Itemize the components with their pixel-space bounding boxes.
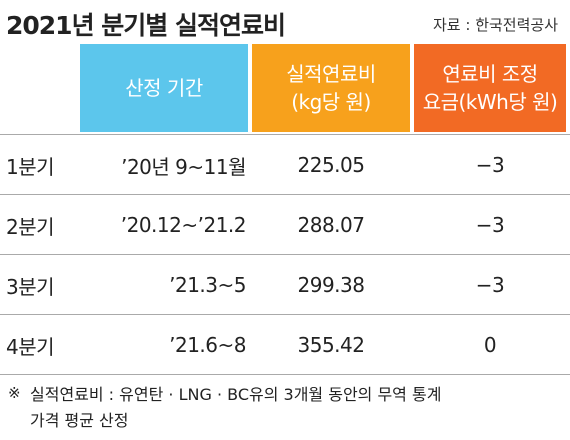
row-label: 2분기 — [6, 214, 55, 239]
footnote-mark: ※ — [8, 384, 21, 402]
cell: ’21.3~5 — [169, 273, 246, 297]
row-divider — [0, 254, 570, 255]
row-label: 1분기 — [6, 154, 55, 179]
cell: 0 — [483, 333, 497, 357]
row-divider — [0, 314, 570, 315]
source: 자료 : 한국전력공사 — [433, 16, 558, 34]
row-divider — [0, 134, 570, 135]
cell: ’20.12~’21.2 — [120, 213, 247, 237]
column-header: 연료비 조정 요금(kWh당 원) — [414, 44, 566, 132]
cell: 355.42 — [297, 333, 365, 357]
row-label: 3분기 — [6, 274, 55, 299]
footnote: 실적연료비 : 유연탄 · LNG · BC유의 3개월 동안의 무역 통계 가… — [30, 385, 442, 430]
title: 2021년 분기별 실적연료비 — [6, 11, 286, 40]
cell: 299.38 — [297, 273, 365, 297]
cell: −3 — [475, 273, 505, 297]
cell: ’20년 9~11월 — [121, 154, 246, 179]
cell: 225.05 — [297, 153, 365, 177]
row-divider — [0, 194, 570, 195]
cell: ’21.6~8 — [169, 333, 246, 357]
cell: −3 — [475, 153, 505, 177]
column-header: 산정 기간 — [80, 44, 248, 132]
cell: 288.07 — [297, 213, 365, 237]
row-label: 4분기 — [6, 334, 55, 359]
cell: −3 — [475, 213, 505, 237]
column-header: 실적연료비 (kg당 원) — [252, 44, 410, 132]
row-divider — [0, 374, 570, 375]
